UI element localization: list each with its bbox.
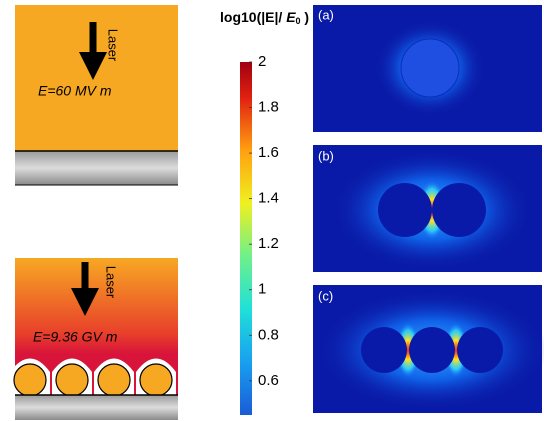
field-map-b: (b) [313, 145, 542, 272]
colorbar-tick-label: 0.8 [258, 326, 279, 343]
colorbar-title: log10(|E|/ E0 ) [220, 9, 309, 27]
panel-label: (b) [318, 148, 334, 163]
figure: Laser E=60 MV m Laser E=9.36 GV m log10(… [0, 0, 544, 421]
colorbar [240, 62, 252, 415]
colorbar-tick-label: 1.8 [258, 99, 279, 116]
substrate [15, 151, 178, 185]
arrow-label: Laser [104, 266, 119, 299]
colorbar-tick-label: 1.6 [258, 144, 279, 161]
panel-label: (c) [318, 288, 333, 303]
panel-flat: Laser E=60 MV m [15, 5, 178, 185]
panel-label: (a) [318, 7, 334, 22]
substrate [15, 395, 178, 420]
colorbar-tick-label: 1 [258, 281, 266, 298]
colorbar-tick-label: 0.6 [258, 372, 279, 389]
field-map-c: (c) [313, 285, 544, 413]
field-label: E=60 MV m [38, 83, 112, 99]
panel-bubbles: Laser E=9.36 GV m [10, 258, 178, 420]
colorbar-tick-label: 1.2 [258, 235, 279, 252]
arrow-label: Laser [106, 29, 121, 62]
field-label: E=9.36 GV m [33, 329, 118, 345]
field-map-a: (a) [313, 5, 542, 132]
colorbar-tick-label: 1.4 [258, 190, 279, 207]
colorbar-tick-label: 2 [258, 53, 266, 70]
